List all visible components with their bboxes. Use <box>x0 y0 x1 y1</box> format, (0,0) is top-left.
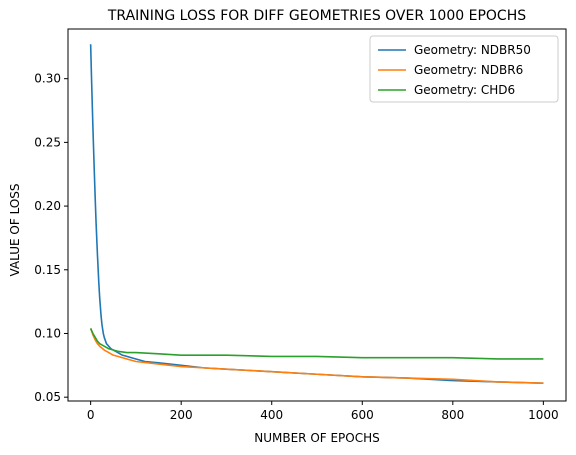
series-line-2 <box>89 328 544 360</box>
legend-label: Geometry: CHD6 <box>414 83 515 97</box>
legend: Geometry: NDBR50 Geometry: NDBR6 Geometry:… <box>369 35 559 103</box>
y-axis-ticks: 0.05 0.10 0.15 0.20 0.25 0.30 <box>34 72 68 404</box>
y-tick-label: 0.05 <box>34 390 61 404</box>
x-tick-label: 1000 <box>528 408 559 422</box>
legend-label: Geometry: NDBR6 <box>414 63 523 77</box>
plot-frame <box>67 28 567 402</box>
series-line-1 <box>89 328 544 384</box>
x-tick-label: 600 <box>351 408 374 422</box>
x-tick-label: 800 <box>441 408 464 422</box>
chart-title: TRAINING LOSS FOR DIFF GEOMETRIES OVER 1… <box>107 8 526 24</box>
x-tick-label: 0 <box>87 408 95 422</box>
x-tick-label: 400 <box>260 408 283 422</box>
x-axis-label: NUMBER OF EPOCHS <box>254 431 380 445</box>
y-axis-label: VALUE OF LOSS <box>8 183 22 276</box>
legend-label: Geometry: NDBR50 <box>414 43 531 57</box>
legend-box <box>369 35 559 103</box>
y-tick-label: 0.10 <box>34 326 61 340</box>
y-tick-label: 0.25 <box>34 135 61 149</box>
y-tick-label: 0.20 <box>34 199 61 213</box>
y-tick-label: 0.15 <box>34 263 61 277</box>
series-lines <box>89 44 544 384</box>
y-tick-label: 0.30 <box>34 72 61 86</box>
x-axis-ticks: 0 200 400 600 800 1000 <box>87 401 559 422</box>
x-tick-label: 200 <box>170 408 193 422</box>
